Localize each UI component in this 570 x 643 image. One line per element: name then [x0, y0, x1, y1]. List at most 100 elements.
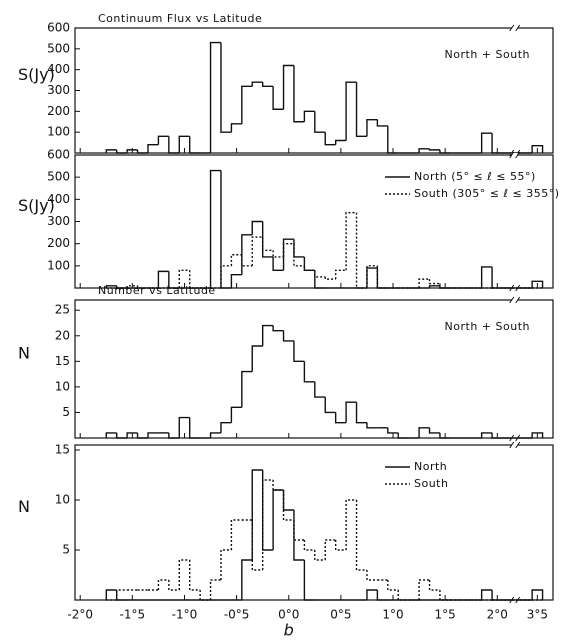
histogram-step — [334, 139, 347, 145]
histogram-step — [147, 143, 159, 153]
histogram-step — [282, 330, 294, 342]
histogram-step — [251, 520, 263, 571]
histogram-step — [157, 579, 169, 590]
histogram-step — [293, 340, 305, 363]
histogram-step — [418, 579, 430, 600]
histogram-step — [188, 560, 201, 591]
histogram-step — [387, 580, 399, 591]
histogram-step — [272, 256, 284, 271]
histogram-step — [376, 268, 388, 289]
x-axis-label: b — [284, 621, 294, 640]
legend-label: North (5° ≤ ℓ ≤ 55°) — [414, 170, 536, 183]
histogram-step — [531, 589, 544, 600]
histogram-step — [366, 589, 378, 600]
histogram-step — [136, 432, 148, 439]
panel-frame — [74, 444, 554, 601]
histogram-step — [157, 135, 169, 145]
histogram-step — [188, 417, 201, 439]
histogram-step — [345, 211, 357, 271]
histogram-step — [209, 169, 221, 288]
histogram-step — [439, 590, 451, 601]
panel-title: Number vs Latitude — [98, 284, 216, 297]
histogram-step — [272, 250, 284, 258]
histogram-step — [531, 432, 544, 438]
y-tick-label: 100 — [47, 258, 70, 272]
histogram-step — [303, 361, 315, 383]
histogram-step — [324, 397, 336, 414]
y-tick-label: 25 — [55, 303, 70, 317]
histogram-step — [355, 500, 367, 571]
histogram-step — [293, 520, 305, 541]
histogram-step — [439, 149, 451, 154]
histogram-step — [282, 64, 294, 110]
panel-frame — [74, 299, 554, 439]
histogram-step — [251, 220, 263, 235]
axis-break-gap — [511, 153, 518, 157]
histogram-step — [334, 269, 347, 280]
y-tick-label: 300 — [47, 83, 70, 97]
histogram-step — [314, 270, 326, 289]
histogram-step — [251, 469, 263, 560]
histogram-step — [282, 238, 294, 271]
legend-label: South (305° ≤ ℓ ≤ 355°) — [414, 187, 560, 200]
histogram-step — [324, 276, 336, 280]
histogram-step — [345, 401, 357, 423]
histogram-step — [116, 149, 128, 154]
histogram-step — [355, 402, 367, 424]
histogram-step — [376, 265, 388, 289]
histogram-step — [324, 132, 336, 146]
histogram-step — [251, 236, 263, 266]
histogram-step — [303, 560, 315, 601]
histogram-step — [491, 133, 533, 154]
axis-break-mark — [509, 441, 521, 449]
histogram-step — [439, 432, 451, 439]
x-tick-label: -1°5 — [120, 608, 146, 622]
histogram-step — [136, 149, 148, 154]
histogram-step — [387, 125, 399, 154]
y-tick-label: 500 — [47, 170, 70, 184]
y-tick-label: 600 — [47, 21, 70, 35]
y-tick-label: 100 — [47, 125, 70, 139]
histogram-step — [209, 41, 221, 153]
histogram-step — [220, 42, 232, 133]
histogram-step — [241, 254, 253, 267]
histogram-step — [241, 85, 253, 124]
legend-label: South — [414, 477, 448, 490]
histogram-step — [126, 285, 138, 288]
histogram-step — [168, 432, 180, 439]
histogram-step — [345, 499, 357, 550]
histogram-step — [303, 265, 315, 271]
histogram-step — [261, 82, 274, 88]
x-tick-label: 1°0 — [382, 608, 403, 622]
histogram-step — [272, 489, 284, 550]
histogram-step — [126, 432, 138, 438]
histogram-step — [261, 479, 274, 570]
histogram-step — [272, 480, 284, 491]
histogram-step — [491, 432, 533, 439]
histogram-step — [168, 580, 180, 591]
histogram-step — [178, 269, 190, 288]
y-tick-label: 200 — [47, 236, 70, 250]
histogram-step — [366, 118, 378, 137]
histogram-step — [418, 148, 430, 153]
histogram-step — [480, 132, 493, 153]
x-tick-label: 2°0 — [487, 608, 508, 622]
axis-break-mark — [509, 151, 521, 159]
histogram-step — [418, 278, 430, 288]
histogram-step — [480, 266, 493, 288]
histogram-step — [376, 119, 388, 127]
axis-break-mark — [509, 296, 521, 304]
histogram-step — [282, 242, 294, 257]
histogram-step — [188, 270, 201, 289]
histogram-step — [220, 170, 232, 289]
histogram-step — [261, 324, 274, 346]
histogram-step — [116, 589, 128, 600]
histogram-step — [293, 510, 305, 561]
histogram-step — [272, 325, 284, 332]
axis-break-gap — [511, 298, 518, 302]
histogram-step — [366, 265, 378, 288]
histogram-step — [147, 432, 159, 438]
histogram-step — [116, 432, 128, 439]
x-tick-label: -0°5 — [224, 608, 250, 622]
histogram-step — [230, 406, 242, 423]
